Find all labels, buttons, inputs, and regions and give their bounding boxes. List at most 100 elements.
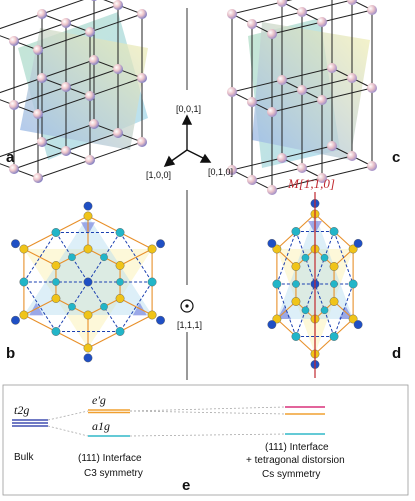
lattice-atom — [327, 63, 337, 73]
cube-atoms — [9, 0, 147, 183]
lattice-atom — [277, 0, 287, 7]
lattice-bond — [23, 248, 57, 266]
lattice-atom — [353, 238, 363, 248]
lattice-atom — [367, 161, 377, 171]
lattice-atom — [347, 73, 357, 83]
lattice-atom — [33, 173, 43, 183]
lattice-atom — [147, 277, 157, 287]
lattice-atom — [353, 320, 363, 329]
lattice-atom — [347, 151, 357, 161]
lattice-atom — [267, 185, 277, 195]
lattice-atom — [367, 5, 377, 15]
lattice-plane-2 — [20, 28, 148, 150]
lattice-atom — [329, 227, 339, 236]
lattice-atom — [11, 315, 20, 325]
lattice-atom — [9, 36, 19, 46]
lattice-atom — [227, 9, 237, 19]
lattice-atom — [291, 262, 301, 271]
lattice-atom — [267, 29, 277, 39]
lattice-atom — [61, 18, 71, 28]
panel-label-c: c — [392, 149, 400, 166]
hex-lattice-d — [267, 199, 363, 369]
lattice-atom — [83, 353, 93, 363]
lattice-atom — [147, 310, 157, 320]
lattice-atom — [89, 119, 99, 129]
interface-cs-distortion: + tetragonal distorsion — [246, 455, 345, 466]
lattice-atom — [100, 302, 108, 311]
lattice-atom — [348, 279, 358, 289]
lattice-atom — [116, 278, 124, 286]
lattice-atom — [100, 253, 108, 262]
lattice-atom — [89, 55, 99, 65]
lattice-atom — [115, 261, 125, 270]
lattice-atom — [291, 297, 301, 306]
lattice-atom — [68, 302, 76, 311]
lattice-atom — [115, 228, 125, 237]
lattice-atom — [247, 97, 257, 107]
bulk-t2g-label: t2g — [14, 403, 29, 417]
lattice-atom — [227, 165, 237, 175]
lattice-atom — [297, 85, 307, 95]
out-of-plane-dot — [185, 304, 189, 308]
lattice-atom — [227, 87, 237, 97]
interface-c3-symmetry: C3 symmetry — [84, 468, 143, 479]
lattice-atom — [33, 45, 43, 55]
axis-label-001: [0,0,1] — [176, 104, 201, 114]
lattice-atom — [113, 128, 123, 138]
a1g-label: a1g — [92, 419, 110, 433]
axis-label-100: [1,0,0] — [146, 170, 171, 180]
lattice-atom — [33, 109, 43, 119]
lattice-atom — [83, 310, 93, 320]
panel-label-b: b — [6, 345, 15, 362]
lattice-bond — [333, 231, 354, 285]
lattice-cube-c — [227, 0, 377, 195]
lattice-atom — [247, 175, 257, 185]
lattice-bond — [23, 298, 57, 316]
lattice-atom — [301, 253, 310, 262]
lattice-atom — [137, 137, 147, 147]
lattice-atom — [247, 19, 257, 29]
energy-panel-frame — [2, 384, 409, 496]
lattice-atom — [320, 306, 329, 315]
lattice-atom — [37, 9, 47, 19]
lattice-bond — [276, 231, 297, 285]
lattice-atom — [68, 253, 76, 262]
lattice-atom — [83, 343, 93, 353]
mirror-plane-label: M[1̄,1,0] — [287, 176, 335, 191]
lattice-atom — [19, 277, 29, 287]
hex-lattice-b — [11, 201, 165, 363]
lattice-atom — [329, 262, 339, 271]
panel-label-e: e — [182, 477, 190, 494]
lattice-atom — [347, 0, 357, 5]
lattice-atom — [297, 7, 307, 17]
panel-label-d: d — [392, 345, 401, 362]
lattice-atom — [37, 137, 47, 147]
lattice-atom — [292, 280, 300, 288]
lattice-atom — [85, 155, 95, 165]
lattice-atom — [317, 95, 327, 105]
lattice-atom — [277, 75, 287, 85]
lattice-atom — [137, 9, 147, 19]
lattice-atom — [267, 238, 277, 248]
lattice-atom — [317, 173, 327, 183]
lattice-atom — [272, 244, 282, 254]
lattice-atom — [320, 253, 329, 262]
lattice-atom — [329, 297, 339, 306]
lattice-atom — [37, 73, 47, 83]
lattice-atom — [83, 211, 93, 221]
lattice-atom — [83, 201, 93, 211]
lattice-atom — [327, 141, 337, 151]
axis-label-010: [0,1,0] — [208, 167, 233, 177]
lattice-atom — [85, 91, 95, 101]
lattice-atom — [348, 314, 358, 324]
lattice-atom — [11, 239, 20, 249]
lattice-atom — [330, 280, 338, 288]
lattice-atom — [267, 320, 277, 329]
lattice-atom — [83, 277, 93, 287]
lattice-atom — [61, 146, 71, 156]
lattice-atom — [61, 82, 71, 92]
bulk-label: Bulk — [14, 452, 34, 463]
lattice-atom — [291, 227, 301, 236]
panel-label-a: a — [6, 149, 15, 166]
